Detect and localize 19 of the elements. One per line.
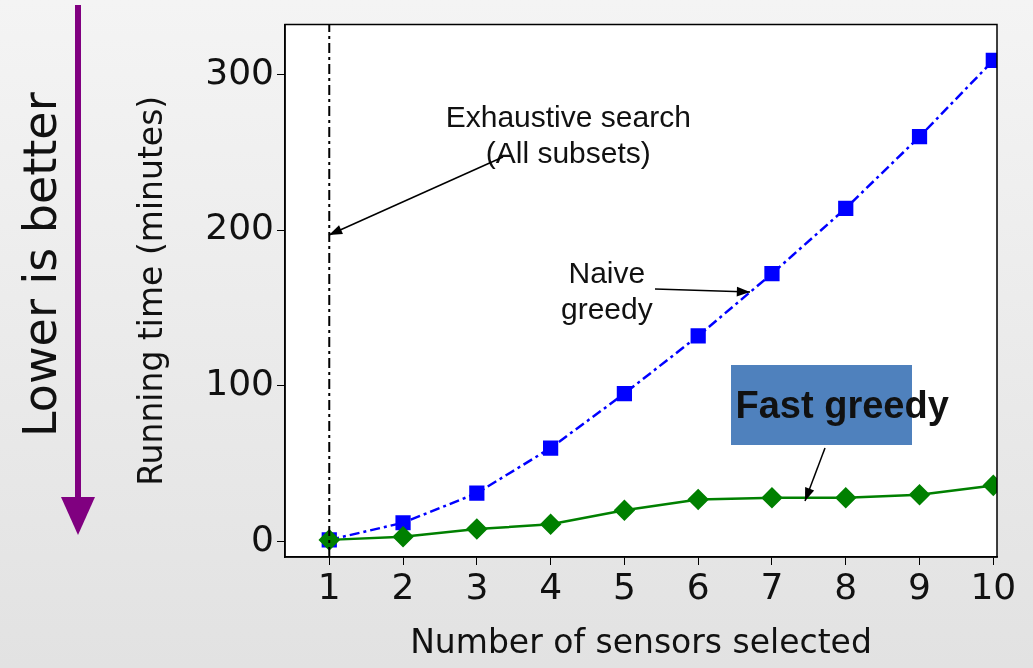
- annotation: Exhaustive search (All subsets): [445, 100, 691, 170]
- x-tick-label: 6: [686, 565, 710, 607]
- x-axis-title: Number of sensors selected: [410, 621, 872, 661]
- y-tick-label: 300: [205, 50, 274, 92]
- y-axis-title: Running time (minutes): [131, 95, 171, 486]
- annotation: Naive greedy: [560, 255, 653, 325]
- x-tick-label: 7: [760, 565, 784, 607]
- x-tick-label: 3: [465, 565, 489, 607]
- x-tick-label: 1: [317, 565, 341, 607]
- x-tick-label: 5: [612, 565, 636, 607]
- y-tick-label: 0: [251, 517, 274, 559]
- x-tick-label: 4: [539, 565, 563, 607]
- y-tick-label: 200: [205, 206, 274, 248]
- x-tick-label: 10: [970, 565, 1017, 607]
- text: Lower is better: [13, 92, 67, 437]
- y-tick-label: 100: [205, 362, 274, 404]
- x-tick-label: 8: [834, 565, 858, 607]
- x-tick-label: 9: [908, 565, 931, 607]
- x-tick-label: 2: [391, 565, 415, 607]
